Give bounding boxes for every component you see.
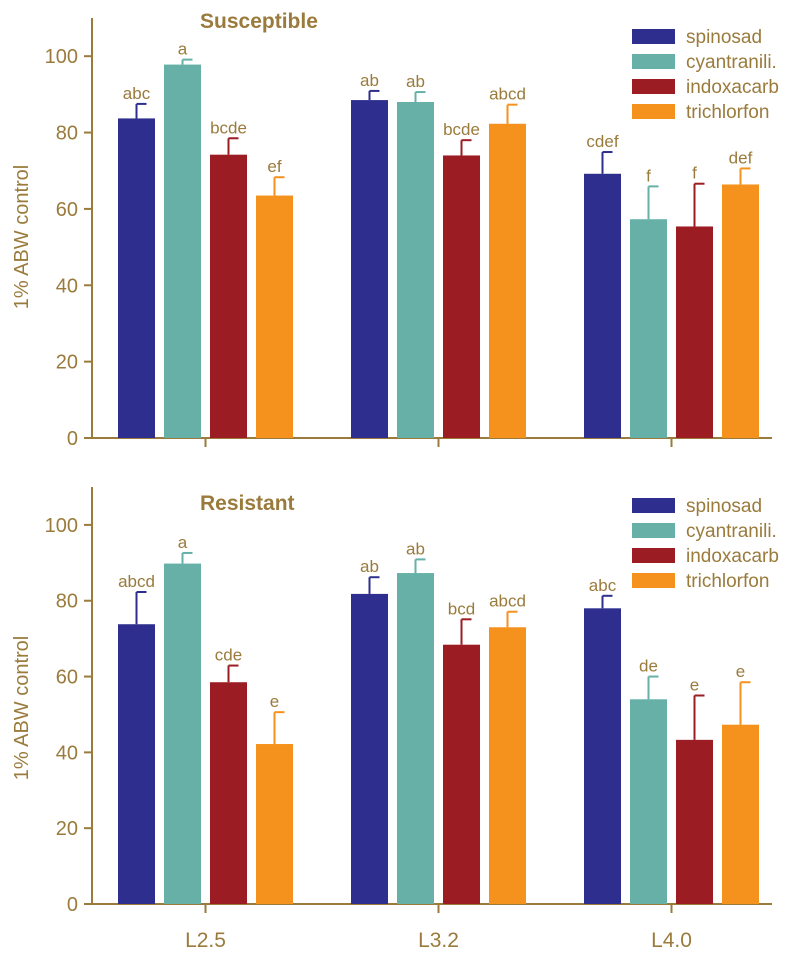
panel-title: Resistant [200, 492, 295, 515]
significance-letter: e [270, 692, 279, 711]
bar-spinosad [118, 624, 155, 904]
bar-indoxacarb [210, 682, 247, 904]
y-tick-label: 20 [56, 352, 78, 374]
panel-resistant: Resistant 1% ABW control 020406080100abc… [11, 487, 779, 952]
significance-letter: def [729, 148, 753, 167]
panel-title: Susceptible [200, 10, 318, 33]
legend-swatch [632, 548, 675, 563]
significance-letter: e [736, 662, 745, 681]
bar-cyantranili [397, 573, 434, 904]
bar-cyantranili [164, 563, 201, 904]
y-tick-label: 0 [67, 894, 78, 916]
bar-indoxacarb [443, 644, 480, 904]
legend-swatch [632, 104, 675, 119]
significance-letter: bcd [448, 599, 475, 618]
x-tick-label: L4.0 [651, 929, 692, 952]
significance-letter: f [646, 166, 651, 185]
significance-letter: abc [589, 576, 617, 595]
legend-label: trichlorfon [686, 571, 769, 592]
bar-cyantranili [164, 64, 201, 438]
y-tick-label: 60 [56, 667, 78, 689]
significance-letter: de [639, 657, 658, 676]
bar-cyantranili [397, 102, 434, 438]
y-tick-label: 80 [56, 123, 78, 145]
bar-trichlorfon [722, 184, 759, 438]
bar-spinosad [118, 118, 155, 438]
significance-letter: ef [267, 157, 281, 176]
bar-spinosad [584, 608, 621, 904]
bar-indoxacarb [676, 226, 713, 438]
bar-trichlorfon [722, 724, 759, 904]
significance-letter: cdef [586, 132, 618, 151]
significance-letter: e [690, 676, 699, 695]
legend-label: cyantranili. [686, 52, 777, 73]
legend-swatch [632, 29, 675, 44]
significance-letter: a [178, 533, 188, 552]
bar-trichlorfon [489, 123, 526, 438]
legend-label: indoxacarb [686, 77, 779, 98]
significance-letter: a [178, 40, 188, 59]
bar-cyantranili [630, 219, 667, 438]
legend-swatch [632, 54, 675, 69]
legend-label: spinosad [686, 496, 762, 517]
bar-indoxacarb [210, 154, 247, 438]
significance-letter: abcd [489, 592, 526, 611]
y-tick-label: 60 [56, 199, 78, 221]
y-tick-label: 40 [56, 742, 78, 764]
significance-letter: bcde [443, 120, 480, 139]
significance-letter: ab [360, 71, 379, 90]
legend: spinosad cyantranili. indoxacarb trichlorfo… [632, 496, 779, 592]
legend-swatch [632, 498, 675, 513]
x-tick-label: L2.5 [185, 929, 226, 952]
significance-letter: bcde [210, 118, 247, 137]
significance-letter: f [692, 164, 697, 183]
x-tick-label: L3.2 [418, 929, 459, 952]
legend: spinosad cyantranili. indoxacarb trichlorfo… [632, 27, 779, 123]
bar-trichlorfon [256, 744, 293, 904]
y-axis-label: 1% ABW control [11, 165, 33, 310]
y-axis-label: 1% ABW control [11, 636, 33, 781]
legend-label: spinosad [686, 27, 762, 48]
significance-letter: abcd [118, 572, 155, 591]
y-tick-label: 20 [56, 818, 78, 840]
legend-label: indoxacarb [686, 546, 779, 567]
legend-label: cyantranili. [686, 521, 777, 542]
y-tick-label: 100 [45, 515, 78, 537]
y-tick-label: 80 [56, 591, 78, 613]
legend-swatch [632, 79, 675, 94]
bar-spinosad [351, 100, 388, 438]
significance-letter: cde [215, 646, 242, 665]
significance-letter: ab [406, 539, 425, 558]
y-tick-label: 100 [45, 46, 78, 68]
bar-indoxacarb [443, 155, 480, 439]
bar-spinosad [351, 593, 388, 904]
significance-letter: abc [123, 84, 151, 103]
y-tick-label: 40 [56, 275, 78, 297]
significance-letter: abcd [489, 85, 526, 104]
bar-trichlorfon [256, 195, 293, 438]
bar-spinosad [584, 173, 621, 439]
legend-swatch [632, 573, 675, 588]
y-tick-label: 0 [67, 428, 78, 450]
panel-susceptible: Susceptible 1% ABW control 0 20 40 60 80 100 a… [11, 10, 779, 450]
legend-swatch [632, 523, 675, 538]
significance-letter: ab [360, 557, 379, 576]
bar-trichlorfon [489, 627, 526, 904]
significance-letter: ab [406, 72, 425, 91]
legend-label: trichlorfon [686, 102, 769, 123]
bar-cyantranili [630, 699, 667, 904]
bar-indoxacarb [676, 739, 713, 904]
